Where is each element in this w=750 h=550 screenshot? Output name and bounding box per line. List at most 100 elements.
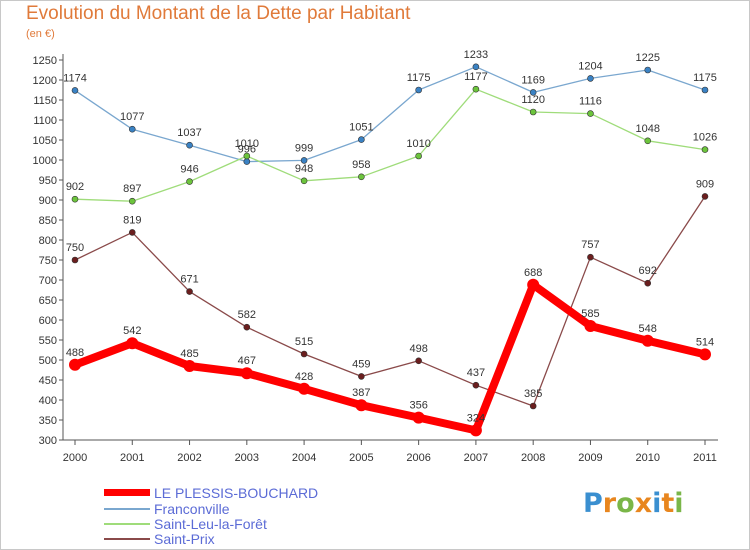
logo-letter: x xyxy=(634,488,653,519)
data-label: 948 xyxy=(295,163,313,175)
y-tick-label: 450 xyxy=(39,375,57,387)
y-tick-label: 700 xyxy=(39,275,57,287)
data-point xyxy=(644,279,652,287)
data-point xyxy=(358,373,365,380)
x-tick-label: 2003 xyxy=(235,452,259,464)
y-tick-label: 1150 xyxy=(33,95,57,107)
logo-letter: r xyxy=(602,488,617,519)
data-point xyxy=(529,108,537,116)
data-point xyxy=(298,382,311,395)
data-label: 671 xyxy=(180,274,198,286)
data-point xyxy=(587,75,594,82)
data-label: 1026 xyxy=(693,132,717,144)
data-point xyxy=(527,278,540,291)
data-point xyxy=(128,125,136,133)
data-point xyxy=(529,89,537,96)
data-point xyxy=(587,110,594,117)
x-tick-label: 2011 xyxy=(693,452,717,464)
data-point xyxy=(415,357,422,365)
y-tick-label: 1250 xyxy=(33,55,57,67)
data-point xyxy=(587,253,594,261)
series-points xyxy=(69,63,711,437)
data-label: 485 xyxy=(180,348,198,360)
series-line-3 xyxy=(74,195,706,407)
data-point xyxy=(243,152,251,160)
legend-label: Saint-Prix xyxy=(154,531,215,547)
data-point xyxy=(701,146,709,153)
y-tick-label: 900 xyxy=(39,195,57,207)
legend-swatch xyxy=(104,523,150,525)
data-label: 1175 xyxy=(407,72,431,84)
data-label: 582 xyxy=(238,309,256,321)
data-label: 387 xyxy=(352,387,370,399)
data-label: 958 xyxy=(352,159,370,171)
y-tick-label: 550 xyxy=(39,335,57,347)
data-point xyxy=(71,256,79,264)
data-point xyxy=(243,158,251,165)
data-label: 459 xyxy=(352,358,370,370)
x-tick-label: 2010 xyxy=(635,452,659,464)
data-label: 1051 xyxy=(349,122,373,134)
data-label: 757 xyxy=(581,239,599,251)
data-point xyxy=(358,136,365,143)
data-label: 548 xyxy=(639,323,657,335)
data-point xyxy=(300,177,308,185)
legend-swatch xyxy=(104,508,150,510)
data-label: 324 xyxy=(467,412,485,424)
data-point xyxy=(472,63,480,71)
data-point xyxy=(183,360,196,372)
data-label: 1177 xyxy=(464,71,488,83)
y-tick-label: 750 xyxy=(39,255,57,267)
data-label: 1077 xyxy=(120,111,144,123)
data-point xyxy=(415,86,422,94)
logo-letter: t xyxy=(661,488,675,519)
data-label: 488 xyxy=(66,347,84,359)
data-label: 1169 xyxy=(521,74,545,86)
data-label: 1225 xyxy=(635,52,659,64)
data-label: 897 xyxy=(123,183,141,195)
data-label: 1233 xyxy=(464,49,488,61)
y-tick-label: 1200 xyxy=(33,75,57,87)
data-point xyxy=(186,141,193,149)
data-label: 437 xyxy=(467,367,485,379)
x-tick-label: 2005 xyxy=(349,452,373,464)
data-point xyxy=(128,197,136,205)
x-tick-label: 2006 xyxy=(406,452,430,464)
x-tick-label: 2000 xyxy=(63,452,87,464)
logo-letter: o xyxy=(616,488,635,519)
data-point xyxy=(641,334,654,347)
data-label: 946 xyxy=(180,164,198,176)
data-point xyxy=(701,193,709,200)
data-point xyxy=(186,288,193,295)
y-tick-label: 1000 xyxy=(33,155,57,167)
data-label: 542 xyxy=(123,325,141,337)
x-tick-label: 2001 xyxy=(120,452,144,464)
unit-label: (en €) xyxy=(26,28,55,40)
data-point xyxy=(300,157,308,164)
y-tick-label: 600 xyxy=(39,315,57,327)
data-point xyxy=(529,402,537,410)
legend-label: Franconville xyxy=(154,501,230,517)
y-tick-label: 1100 xyxy=(33,115,57,127)
data-label: 996 xyxy=(238,144,256,156)
y-tick-label: 800 xyxy=(39,235,57,247)
data-label: 515 xyxy=(295,336,313,348)
data-label: 909 xyxy=(696,178,714,190)
data-point xyxy=(584,320,597,332)
y-tick-label: 300 xyxy=(39,435,57,447)
data-point xyxy=(71,87,79,94)
y-tick-label: 850 xyxy=(39,215,57,227)
logo-letter: P xyxy=(583,488,603,519)
data-point xyxy=(300,350,308,358)
x-tick-label: 2007 xyxy=(464,452,488,464)
data-label: 999 xyxy=(295,142,313,154)
data-point xyxy=(358,173,365,181)
y-tick-label: 650 xyxy=(39,295,57,307)
data-label: 692 xyxy=(639,265,657,277)
data-point xyxy=(243,323,251,331)
series-line-1 xyxy=(74,66,706,163)
x-tick-label: 2008 xyxy=(521,452,545,464)
data-label: 428 xyxy=(295,371,313,383)
